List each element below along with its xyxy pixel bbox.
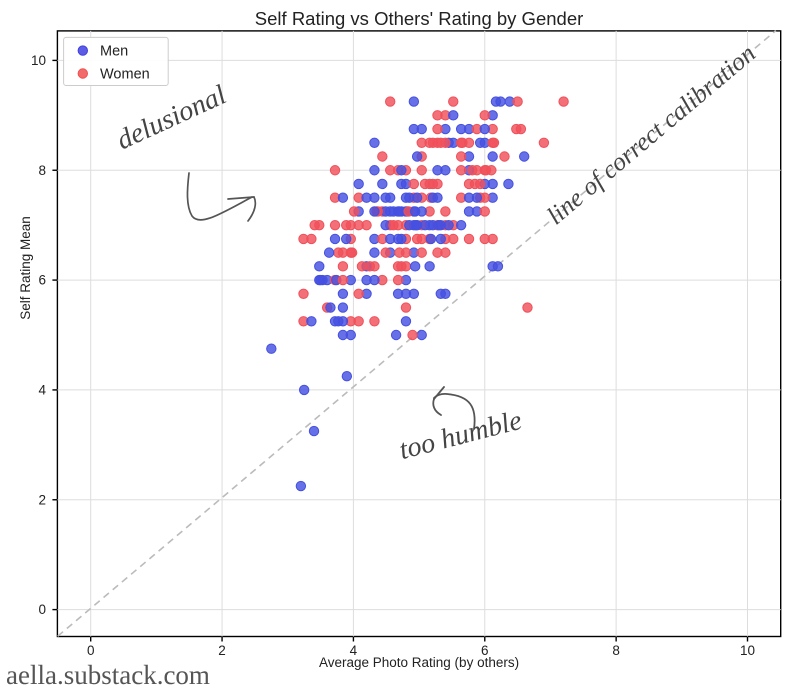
svg-text:4: 4 (38, 383, 46, 398)
svg-text:2: 2 (38, 492, 46, 507)
svg-text:6: 6 (38, 273, 46, 288)
svg-text:0: 0 (38, 602, 46, 617)
svg-text:10: 10 (31, 53, 46, 68)
svg-text:Men: Men (100, 44, 128, 60)
svg-text:Women: Women (100, 66, 150, 82)
svg-text:8: 8 (38, 163, 46, 178)
